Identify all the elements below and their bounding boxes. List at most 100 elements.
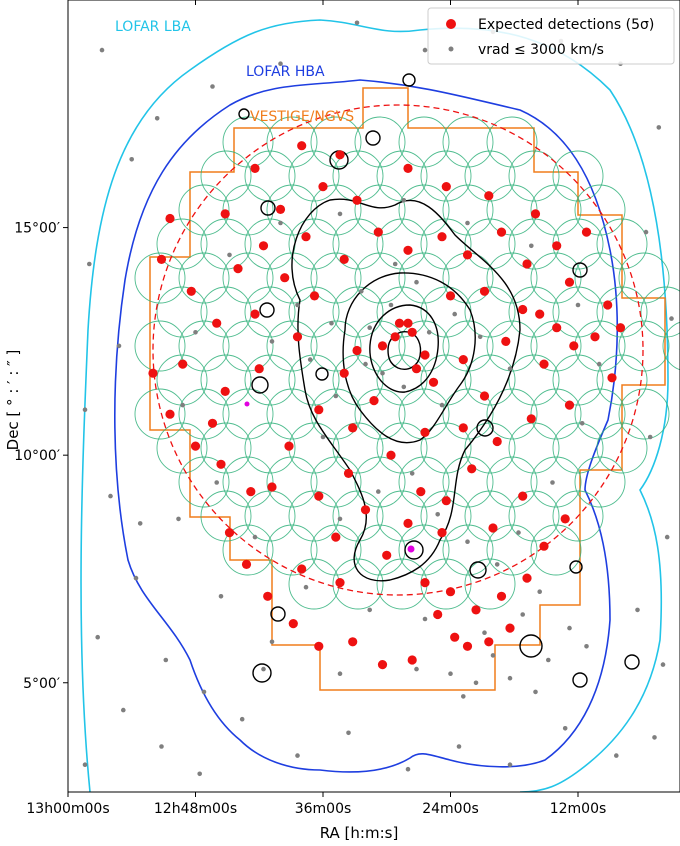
red-point [462,641,473,651]
pointing-circle [486,252,538,304]
gray-point [82,762,88,767]
pointing-circle [398,456,450,508]
pointing-circle [442,388,494,440]
red-point [335,578,345,588]
lofar-hba-contour [114,79,619,773]
red-point [250,163,260,173]
red-point [450,632,460,642]
gray-point [635,607,640,613]
contour-blob [569,560,583,574]
red-point [420,578,430,588]
gray-point [197,771,202,777]
gray-point [218,594,224,599]
contour-blob [259,302,275,318]
gray-point [575,302,581,308]
gray-point [422,47,428,53]
pointing-circle [574,252,626,304]
gray-point [465,220,470,226]
pointing-circle [244,490,296,542]
gray-point [295,753,300,758]
pointing-circle [266,184,318,236]
gray-point [252,534,258,540]
pointing-circle [266,388,318,440]
hba-label: LOFAR HBA [246,64,325,80]
red-point [433,609,443,620]
red-point [267,482,277,492]
red-point [522,573,532,583]
gray-point [516,530,521,535]
pointing-circle [486,184,538,236]
gray-point [261,666,266,672]
legend-label-detections: Expected detections (5σ) [478,17,654,33]
red-point [284,441,294,451]
red-point [530,209,541,219]
red-point [581,227,592,237]
red-point [241,559,252,570]
pointing-circle [398,524,450,576]
gray-point [643,229,649,235]
contour-blob [260,200,276,216]
pointing-circle [464,218,516,270]
red-point [263,591,273,601]
red-point [518,304,528,315]
x-tick-label: 12m00s [550,801,607,817]
pointing-circle [574,184,626,236]
gray-point [452,311,458,317]
pointing-circle [222,524,274,576]
red-point [186,286,196,296]
red-point [428,377,439,387]
pointing-circle [398,320,450,372]
pointing-circle [332,422,384,474]
red-point [352,345,362,356]
red-point [416,487,426,497]
gray-point [529,243,534,249]
contour-blob [624,654,640,670]
red-point [216,459,226,469]
pointing-circle [530,456,582,508]
red-point [331,532,341,542]
red-point [407,327,417,337]
pointing-circle [420,286,472,338]
x-tick-label: 24m00s [422,801,479,817]
pointing-circle [420,218,472,270]
red-point [445,291,456,301]
red-point [467,464,477,474]
pointing-circle [486,388,538,440]
gray-point [596,361,602,367]
pointing-circle [376,218,428,270]
pointing-circle [222,184,274,236]
legend-marker-detections [446,19,456,29]
red-point [292,332,303,342]
x-axis: 13h00m00s 12h48m00s 36m00s 24m00s 12m00s [26,0,606,817]
pointing-circle [376,490,428,542]
pointing-circle [596,354,648,406]
pointing-circle [288,218,340,270]
pointing-circle [332,490,384,542]
red-point [615,323,626,333]
red-point [505,623,515,633]
red-point [377,660,388,670]
red-point [190,441,201,451]
gray-point [359,289,364,294]
y-tick-label: 15°00′ [14,221,60,237]
red-point [250,309,260,319]
pointing-circle [552,150,604,202]
gray-point [614,753,619,758]
red-point [156,254,167,264]
gray-point [227,252,232,258]
gray-point [456,744,462,749]
gray-point [409,471,415,476]
pointing-circle [288,286,340,338]
red-point [526,414,536,424]
gray-points [82,20,674,777]
pointing-circle [134,388,186,440]
red-point [403,163,413,173]
x-tick-label: 12h48m00s [154,801,237,817]
red-point [394,318,405,328]
red-point [403,518,413,529]
red-point [258,241,269,251]
gray-point [562,726,568,731]
red-point [148,368,158,378]
gray-point [214,480,219,485]
red-point [220,386,230,396]
